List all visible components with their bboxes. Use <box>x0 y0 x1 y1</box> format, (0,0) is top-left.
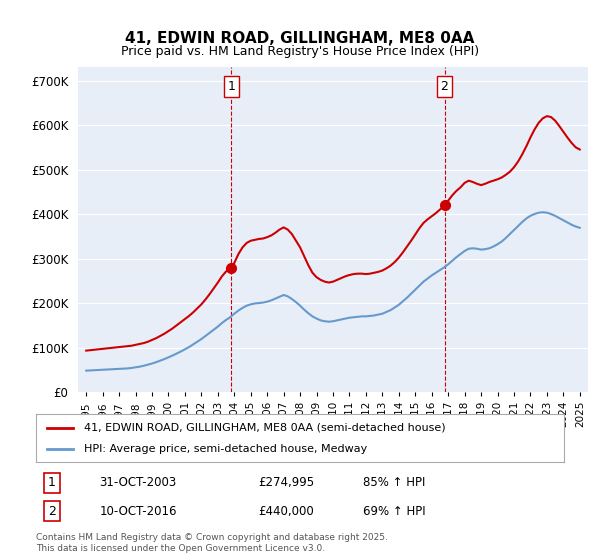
Text: HPI: Average price, semi-detached house, Medway: HPI: Average price, semi-detached house,… <box>83 444 367 454</box>
Text: Contains HM Land Registry data © Crown copyright and database right 2025.
This d: Contains HM Land Registry data © Crown c… <box>36 533 388 553</box>
Text: 1: 1 <box>227 80 235 93</box>
Text: 10-OCT-2016: 10-OCT-2016 <box>100 505 177 517</box>
Text: £440,000: £440,000 <box>258 505 314 517</box>
Text: 69% ↑ HPI: 69% ↑ HPI <box>364 505 426 517</box>
Text: 85% ↑ HPI: 85% ↑ HPI <box>364 477 426 489</box>
Text: Price paid vs. HM Land Registry's House Price Index (HPI): Price paid vs. HM Land Registry's House … <box>121 45 479 58</box>
Text: 2: 2 <box>440 80 448 93</box>
Text: 41, EDWIN ROAD, GILLINGHAM, ME8 0AA (semi-detached house): 41, EDWIN ROAD, GILLINGHAM, ME8 0AA (sem… <box>83 423 445 433</box>
Text: 2: 2 <box>48 505 56 517</box>
Text: 31-OCT-2003: 31-OCT-2003 <box>100 477 176 489</box>
Text: 41, EDWIN ROAD, GILLINGHAM, ME8 0AA: 41, EDWIN ROAD, GILLINGHAM, ME8 0AA <box>125 31 475 46</box>
Text: £274,995: £274,995 <box>258 477 314 489</box>
Text: 1: 1 <box>48 477 56 489</box>
